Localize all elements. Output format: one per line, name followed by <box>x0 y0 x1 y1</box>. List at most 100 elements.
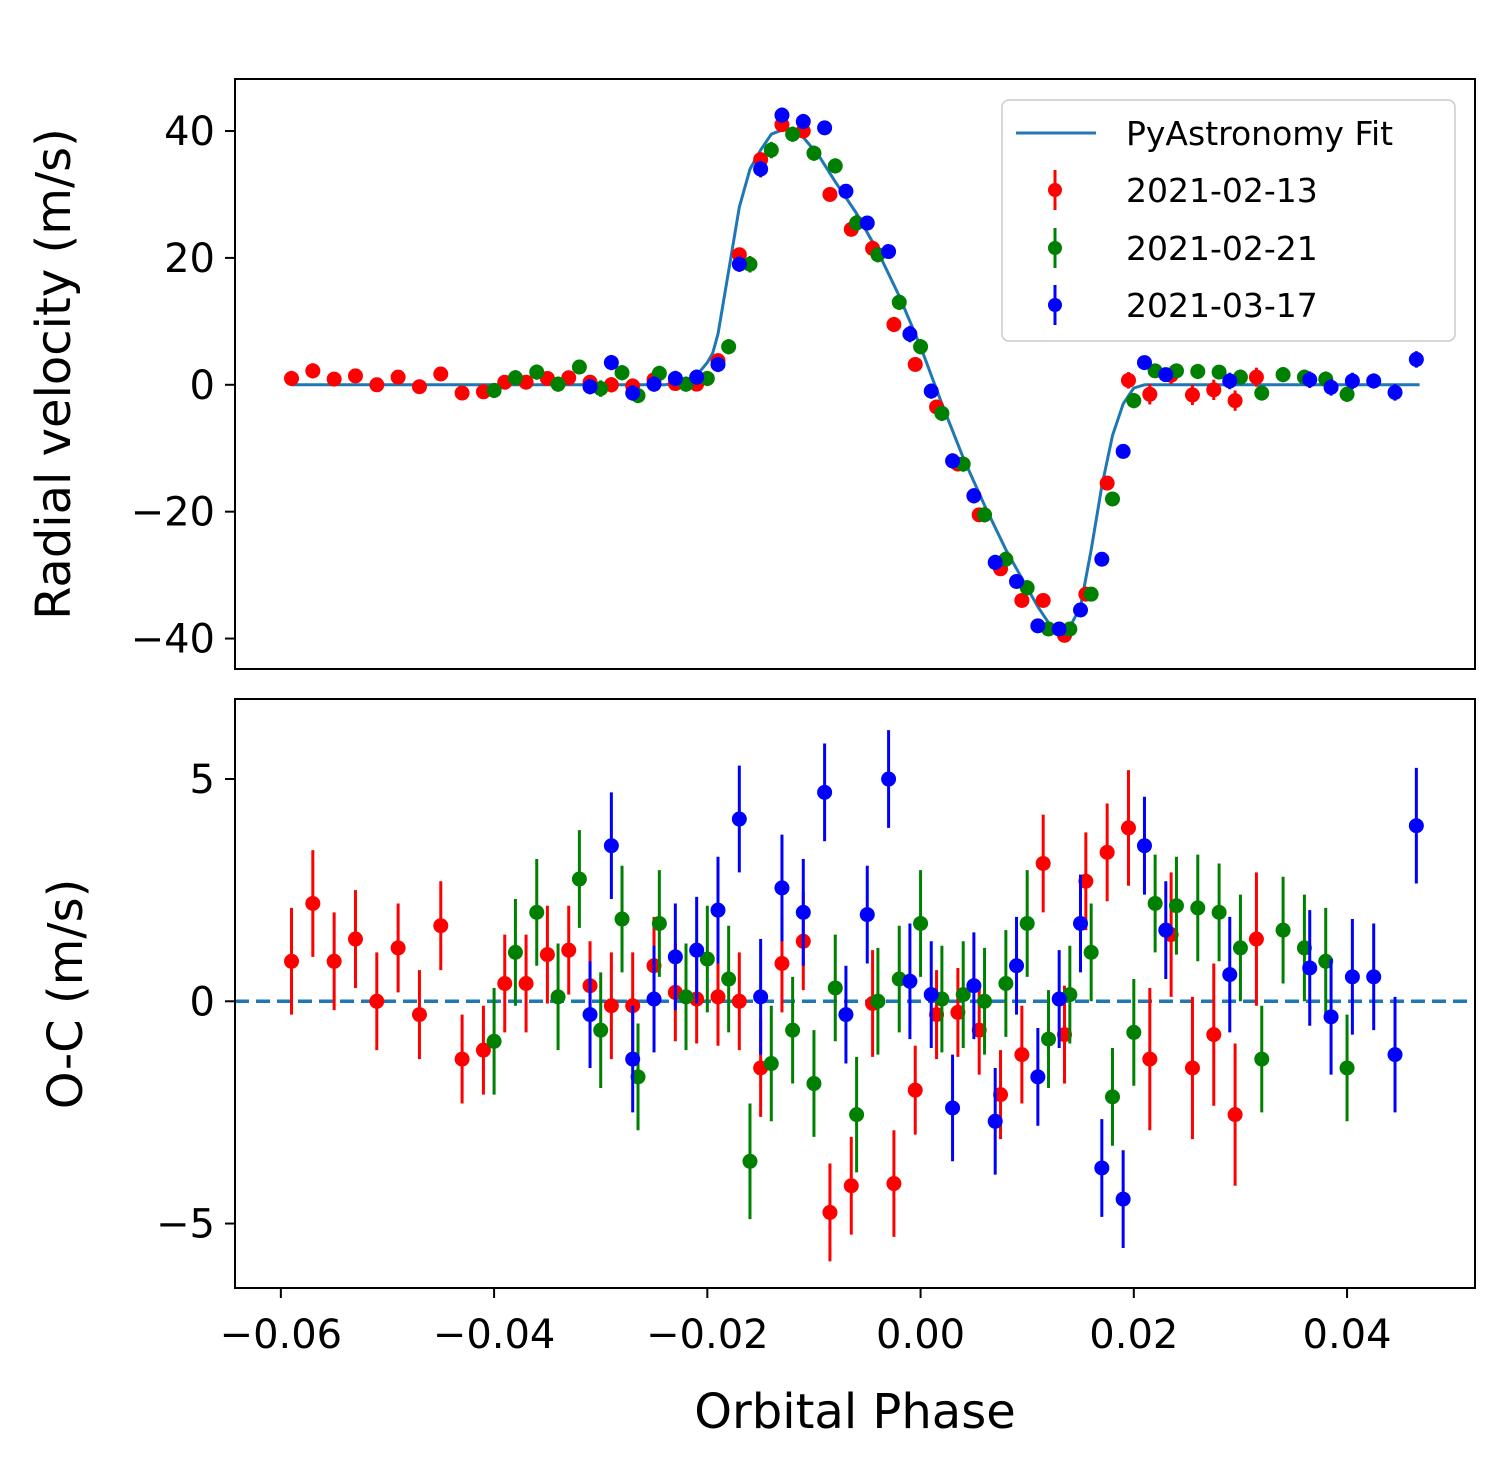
residual-point <box>651 915 667 931</box>
rv-point <box>486 382 502 398</box>
rv-point <box>838 183 854 199</box>
rv-point <box>774 107 790 123</box>
residual-point <box>433 918 449 934</box>
residual-point <box>699 951 715 967</box>
residual-point <box>1136 838 1152 854</box>
rv-point <box>1184 387 1200 403</box>
legend-series-2-marker <box>1048 241 1062 255</box>
rv-point <box>1339 386 1355 402</box>
rv-point <box>785 126 801 142</box>
x-tick-label: −0.06 <box>220 1312 343 1358</box>
rv-point <box>849 215 865 231</box>
rv-point <box>886 317 902 333</box>
residual-point <box>1078 873 1094 889</box>
residual-point <box>849 1107 865 1123</box>
residual-point <box>945 1100 961 1116</box>
rv-point <box>1014 592 1030 608</box>
rv-point <box>753 161 769 177</box>
x-tick-label: 0.04 <box>1303 1312 1392 1358</box>
legend-series-3-marker <box>1048 298 1062 312</box>
rv-point <box>1051 621 1067 637</box>
residual-point <box>710 989 726 1005</box>
residual-point <box>1248 931 1264 947</box>
rv-point <box>1323 379 1339 395</box>
rv-point <box>571 359 587 375</box>
residual-point <box>929 1007 945 1023</box>
residual-point <box>284 953 300 969</box>
rv-y-axis-label: Radial velocity (m/s) <box>26 128 82 620</box>
rv-point <box>795 114 811 130</box>
residual-point <box>1227 1107 1243 1123</box>
residual-point <box>646 991 662 1007</box>
residual-point <box>1158 922 1174 938</box>
residual-point <box>630 1069 646 1085</box>
residual-point <box>1126 1024 1142 1040</box>
residual-point <box>1190 900 1206 916</box>
residual-point <box>1366 969 1382 985</box>
rv-point <box>1158 367 1174 383</box>
residual-point <box>785 1022 801 1038</box>
rv-point <box>806 145 822 161</box>
residual-point <box>843 1178 859 1194</box>
residuals-axes-frame <box>234 698 1476 1289</box>
rv-axes-frame <box>234 78 1476 670</box>
residual-point <box>1323 1009 1339 1025</box>
residual-point <box>411 1007 427 1023</box>
residual-point <box>1302 960 1318 976</box>
legend-fit-label: PyAstronomy Fit <box>1126 114 1393 153</box>
x-axis-label: Orbital Phase <box>694 1384 1015 1440</box>
legend-frame <box>1001 99 1456 342</box>
rv-point <box>1030 618 1046 634</box>
residual-point <box>827 980 843 996</box>
residual-point <box>529 904 545 920</box>
rv-point <box>1227 393 1243 409</box>
rv-point <box>902 326 918 342</box>
rv-point <box>1387 384 1403 400</box>
rv-y-tick-label: −20 <box>131 490 215 536</box>
residual-point <box>475 1042 491 1058</box>
rv-point <box>1083 586 1099 602</box>
rv-point <box>1366 373 1382 389</box>
rv-point <box>1142 386 1158 402</box>
x-tick-label: −0.02 <box>646 1312 769 1358</box>
rv-point <box>934 405 950 421</box>
residual-point <box>1035 855 1051 871</box>
residual-point <box>497 975 513 991</box>
rv-y-tick-label: −40 <box>131 617 215 663</box>
rv-point <box>603 355 619 371</box>
residual-point <box>1318 953 1334 969</box>
residual-point <box>1019 915 1035 931</box>
residual-point <box>326 953 342 969</box>
residuals-plot-area <box>235 730 1475 1262</box>
residual-point <box>977 993 993 1009</box>
residual-point <box>347 931 363 947</box>
residual-point <box>774 880 790 896</box>
rv-panel: −40 −20 0 20 40 Radial velocity (m/s) PyAstr… <box>26 78 1476 670</box>
residual-point <box>950 1004 966 1020</box>
residual-point <box>806 1076 822 1092</box>
residual-point <box>593 1022 609 1038</box>
residual-point <box>886 1176 902 1192</box>
legend-series-1-label: 2021-02-13 <box>1126 171 1318 210</box>
residual-point <box>1211 904 1227 920</box>
rv-point <box>907 356 923 372</box>
rv-point <box>1344 373 1360 389</box>
residual-point <box>987 1113 1003 1129</box>
legend-series-1-marker <box>1048 183 1062 197</box>
residual-point <box>881 771 897 787</box>
rv-point <box>891 294 907 310</box>
rv-point <box>1136 355 1152 371</box>
residual-point <box>1094 1160 1110 1176</box>
x-tick-label: 0.00 <box>876 1312 965 1358</box>
residual-point <box>721 971 737 987</box>
residual-point <box>1222 967 1238 983</box>
legend-series-3-label: 2021-03-17 <box>1126 286 1318 325</box>
residual-point <box>870 993 886 1009</box>
x-tick-label: 0.02 <box>1089 1312 1178 1358</box>
rv-point <box>646 376 662 392</box>
residual-point <box>390 940 406 956</box>
residual-point <box>1041 1031 1057 1047</box>
rv-point <box>1062 621 1078 637</box>
rv-point <box>1009 573 1025 589</box>
rv-point <box>347 368 363 384</box>
